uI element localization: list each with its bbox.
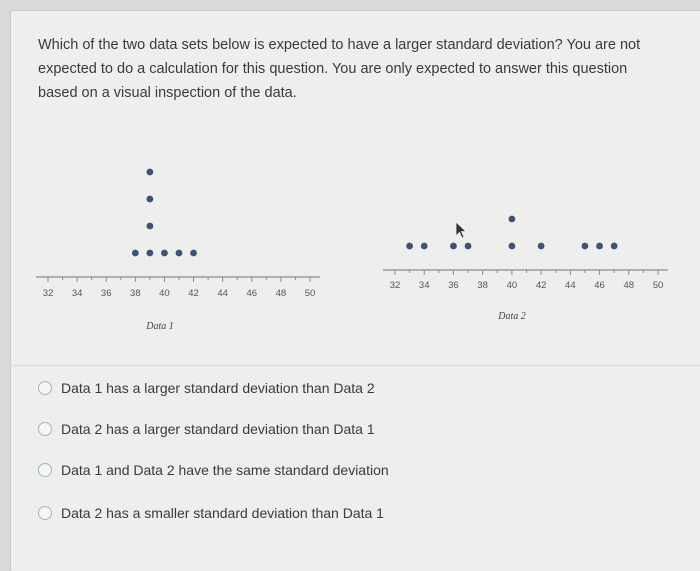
plot-1-tick-label: 42 — [188, 288, 199, 299]
option-4-label: Data 2 has a smaller standard deviation … — [61, 505, 384, 521]
plot-2-tick-label: 38 — [477, 280, 488, 291]
option-3[interactable]: Data 1 and Data 2 have the same standard… — [38, 462, 389, 478]
plot-2-axis-title: Data 2 — [497, 311, 526, 322]
plot-1-axis-title: Data 1 — [145, 321, 174, 332]
plot-1-data-point — [146, 249, 154, 257]
radio-button-icon[interactable] — [38, 381, 52, 395]
plot-1-data-point — [146, 168, 154, 176]
plot-2-tick-label: 44 — [565, 280, 576, 291]
plot-1-data-point — [131, 249, 139, 257]
plot-2-data-point — [508, 215, 516, 223]
radio-button-icon[interactable] — [38, 422, 52, 436]
option-2[interactable]: Data 2 has a larger standard deviation t… — [38, 421, 375, 437]
option-1-label: Data 1 has a larger standard deviation t… — [61, 380, 375, 396]
plot-1-tick-label: 38 — [130, 288, 141, 299]
question-text: Which of the two data sets below is expe… — [38, 37, 641, 101]
option-2-label: Data 2 has a larger standard deviation t… — [61, 421, 375, 437]
mouse-pointer-icon — [455, 221, 468, 239]
plot-2-data-point — [581, 242, 589, 250]
plot-2-tick-label: 50 — [653, 280, 664, 291]
plot-2-data-point — [464, 242, 472, 250]
radio-button-icon[interactable] — [38, 463, 52, 477]
plot-2-tick-label: 36 — [448, 280, 459, 291]
plot-2-data-point — [406, 242, 414, 250]
plot-1-tick-label: 48 — [276, 288, 287, 299]
divider — [10, 365, 700, 366]
plot-2-data-point — [420, 242, 428, 250]
plot-1-tick-label: 46 — [246, 288, 257, 299]
dot-plots: 32 34 36 38 40 42 44 46 48 50 Data 1 32 34 36 38 40 42 44… — [36, 168, 668, 332]
option-3-label: Data 1 and Data 2 have the same standard… — [61, 462, 389, 478]
question-card — [10, 10, 700, 571]
plot-2-tick-label: 46 — [594, 280, 605, 291]
radio-button-icon[interactable] — [38, 506, 52, 520]
plot-1-tick-label: 50 — [305, 288, 316, 299]
plot-1-tick-label: 34 — [72, 288, 83, 299]
plot-2-data-point — [450, 242, 457, 250]
plot-2-data-point — [596, 242, 603, 250]
plot-2-tick-label: 42 — [536, 280, 547, 291]
plot-1-data-point — [175, 249, 183, 257]
plot-1-data-point — [146, 222, 154, 230]
option-1[interactable]: Data 1 has a larger standard deviation t… — [38, 380, 375, 396]
plot-1-tick-label: 40 — [159, 288, 170, 299]
plot-2-data-point — [537, 242, 545, 250]
plot-2-data-point — [610, 242, 618, 250]
plot-1-data-point — [146, 195, 154, 203]
plot-1-tick-label: 36 — [101, 288, 112, 299]
plot-2-tick-label: 32 — [390, 280, 401, 291]
plot-2-tick-label: 34 — [419, 280, 430, 291]
option-4[interactable]: Data 2 has a smaller standard deviation … — [38, 505, 384, 521]
plot-2-tick-label: 40 — [507, 280, 518, 291]
plot-1-data-point — [190, 249, 197, 257]
plot-2-data-point — [508, 242, 516, 250]
plot-1-tick-label: 44 — [217, 288, 228, 299]
plot-2-tick-label: 48 — [623, 280, 634, 291]
plot-1-tick-label: 32 — [43, 288, 54, 299]
plot-1-data-point — [161, 249, 168, 257]
